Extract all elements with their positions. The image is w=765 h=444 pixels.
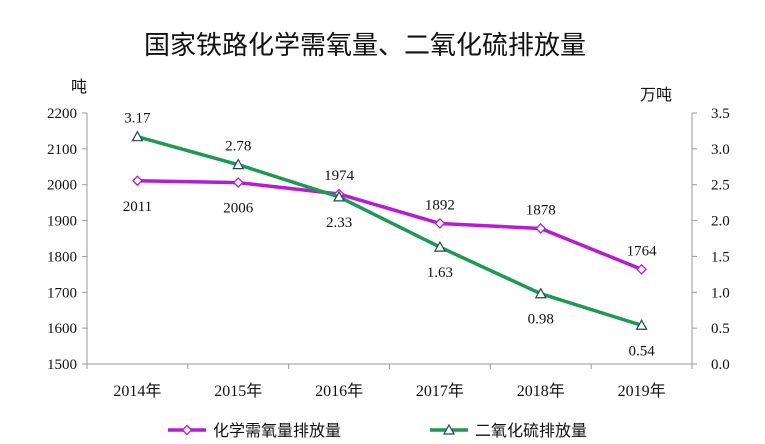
x-tick-label: 2016年 <box>315 382 363 400</box>
x-tick-label: 2017年 <box>416 382 464 400</box>
x-axis-ticks: 2014年 2015年 2016年 2017年 2018年 2019年 <box>86 364 693 400</box>
left-axis-unit: 吨 <box>71 77 87 96</box>
x-tick-label: 2015年 <box>214 382 262 400</box>
data-point <box>535 223 547 234</box>
left-tick-label: 1900 <box>47 214 77 230</box>
left-tick-label: 1500 <box>47 357 77 373</box>
left-tick-label: 2000 <box>47 178 77 194</box>
data-point <box>534 287 547 299</box>
data-label: 2.33 <box>326 215 352 231</box>
data-point <box>131 130 144 142</box>
series-layer: 2011 2006 1974 1892 1878 1764 3.17 2.78 2.33 1.63… <box>123 111 657 360</box>
right-tick-label: 2.0 <box>711 214 730 230</box>
data-label: 0.98 <box>528 312 554 328</box>
legend-item: 二氧化硫排放量 <box>430 421 587 440</box>
right-tick-label: 1.5 <box>711 249 730 265</box>
data-point <box>433 240 446 252</box>
data-label: 1974 <box>324 168 355 184</box>
data-label: 2011 <box>123 199 152 215</box>
right-axis-unit: 万吨 <box>640 85 672 104</box>
data-label: 1764 <box>627 243 658 259</box>
legend: 化学需氧量排放量 二氧化硫排放量 <box>168 421 587 440</box>
data-label: 1.63 <box>427 265 453 281</box>
x-tick-label: 2019年 <box>618 382 666 400</box>
left-tick-label: 2200 <box>47 106 77 122</box>
data-label: 0.54 <box>628 343 655 359</box>
chart-title: 国家铁路化学需氧量、二氧化硫排放量 <box>144 31 586 61</box>
right-axis-ticks: 0.0 0.5 1.0 1.5 2.0 2.5 3.0 3.5 <box>692 106 730 373</box>
legend-item: 化学需氧量排放量 <box>168 421 341 440</box>
data-point <box>635 319 648 330</box>
data-point <box>636 263 648 275</box>
data-label: 2.78 <box>225 139 251 155</box>
data-label: 3.17 <box>124 111 151 127</box>
data-label: 2006 <box>223 201 254 217</box>
series-line <box>137 179 643 271</box>
x-tick-label: 2018年 <box>517 382 565 400</box>
legend-marker <box>181 424 193 436</box>
legend-marker <box>442 423 456 435</box>
data-point <box>333 190 346 202</box>
data-label: 1878 <box>526 202 556 218</box>
right-tick-label: 1.0 <box>711 285 730 301</box>
data-point <box>232 177 244 188</box>
left-tick-label: 2100 <box>47 142 77 158</box>
left-tick-label: 1800 <box>47 249 77 265</box>
x-tick-label: 2014年 <box>113 382 161 400</box>
left-tick-label: 1600 <box>47 321 77 337</box>
left-tick-label: 1700 <box>47 285 77 301</box>
right-tick-label: 0.0 <box>711 357 730 373</box>
series-2: 3.17 2.78 2.33 1.63 0.98 0.54 <box>124 111 655 360</box>
right-tick-label: 2.5 <box>711 178 730 194</box>
legend-label: 化学需氧量排放量 <box>213 421 341 440</box>
data-point <box>434 218 446 229</box>
data-point <box>232 158 245 170</box>
series-line <box>136 134 643 327</box>
data-point <box>131 175 143 187</box>
data-label: 1892 <box>425 197 455 213</box>
legend-label: 二氧化硫排放量 <box>475 421 587 440</box>
right-tick-label: 3.5 <box>711 106 730 122</box>
left-axis-ticks: 1500 1600 1700 1800 1900 2000 2100 2200 <box>47 106 87 373</box>
right-tick-label: 0.5 <box>711 321 730 337</box>
right-tick-label: 3.0 <box>711 142 730 158</box>
